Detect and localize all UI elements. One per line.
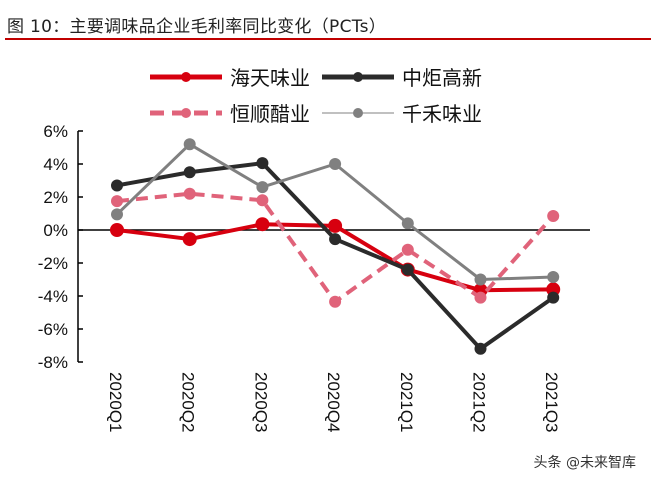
data-point xyxy=(329,295,342,308)
legend-label: 恒顺醋业 xyxy=(230,102,310,126)
data-point xyxy=(547,271,560,284)
data-point xyxy=(328,218,343,233)
y-tick-label: 2% xyxy=(43,188,68,207)
data-point xyxy=(182,232,197,247)
data-point xyxy=(474,291,487,304)
data-point xyxy=(329,233,342,246)
data-point xyxy=(256,181,269,194)
y-tick-label: -2% xyxy=(38,254,68,273)
data-point xyxy=(255,217,270,232)
data-point xyxy=(329,158,342,170)
data-point xyxy=(183,187,196,200)
legend-marker xyxy=(181,108,191,118)
data-point xyxy=(474,342,487,355)
y-tick-label: 0% xyxy=(43,221,68,240)
x-tick-label: 2020Q4 xyxy=(324,372,343,433)
x-tick-label: 2020Q1 xyxy=(106,372,125,433)
x-tick-label: 2021Q2 xyxy=(470,372,489,433)
y-tick-label: -4% xyxy=(38,287,68,306)
y-tick-label: 6% xyxy=(43,122,68,141)
x-tick-label: 2020Q3 xyxy=(251,372,270,433)
data-point xyxy=(111,179,123,192)
data-point xyxy=(183,166,196,179)
x-tick-label: 2021Q1 xyxy=(397,372,416,433)
data-point xyxy=(256,157,269,170)
legend-label: 海天味业 xyxy=(230,66,310,90)
series-line-2 xyxy=(116,191,555,304)
y-tick-label: -6% xyxy=(38,320,68,339)
y-tick-label: -8% xyxy=(38,353,68,372)
data-point xyxy=(256,194,269,207)
series-line-1 xyxy=(116,161,555,351)
data-point xyxy=(401,243,414,256)
data-point xyxy=(111,195,123,208)
data-point xyxy=(111,208,123,221)
x-tick-label: 2020Q2 xyxy=(179,372,198,433)
data-point xyxy=(401,263,414,276)
data-point xyxy=(547,291,560,304)
y-tick-label: 4% xyxy=(43,155,68,174)
chart-title: 图 10：主要调味品企业毛利率同比变化（PCTs） xyxy=(7,17,387,37)
x-tick-label: 2021Q3 xyxy=(542,372,561,433)
legend-marker xyxy=(181,72,191,82)
watermark: 头条 @未来智库 xyxy=(533,455,636,471)
legend-marker xyxy=(353,72,363,82)
legend-label: 千禾味业 xyxy=(402,102,482,126)
data-point xyxy=(547,209,560,222)
legend-marker xyxy=(353,108,363,118)
data-point xyxy=(474,273,487,286)
data-point xyxy=(401,217,414,230)
title-divider xyxy=(5,38,651,40)
data-point xyxy=(110,223,124,237)
data-point xyxy=(183,138,196,151)
legend-label: 中炬高新 xyxy=(402,66,482,90)
